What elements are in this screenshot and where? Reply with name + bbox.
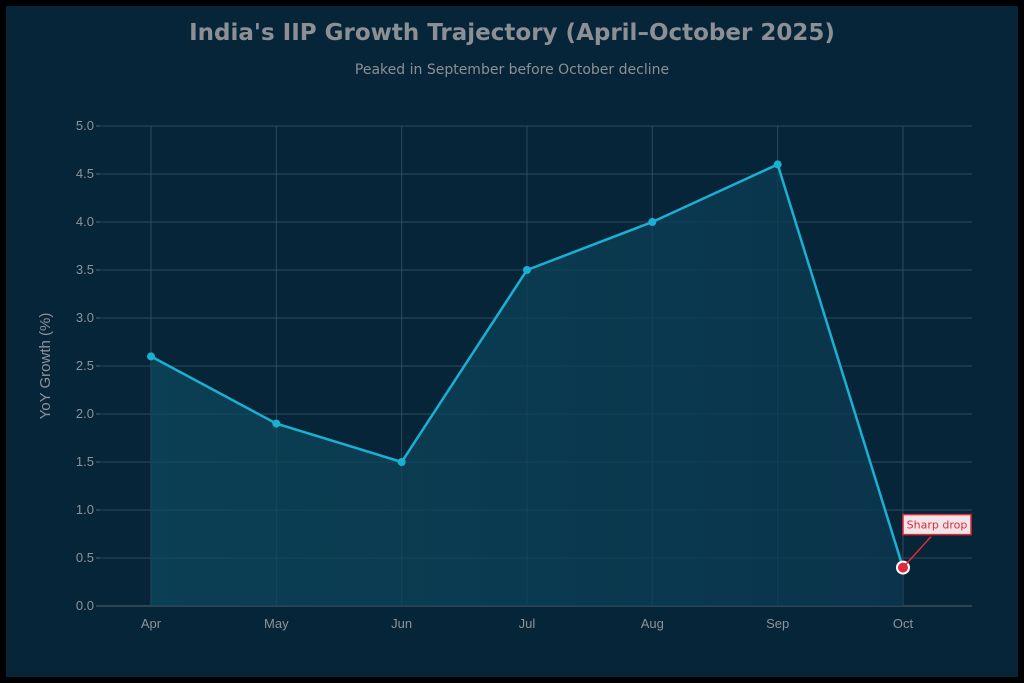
y-axis-label: YoY Growth (%) [37,313,54,420]
data-point [648,218,657,226]
x-tick-label: Sep [766,616,789,631]
data-point [522,266,531,274]
annotation-text: Sharp drop [907,519,968,532]
x-tick-label: Aug [641,616,664,631]
y-tick-label: 0.5 [76,550,94,565]
data-point [272,419,281,428]
data-point [397,458,406,466]
chart-subtitle: Peaked in September before October decli… [354,62,670,78]
data-point [773,160,782,169]
x-tick-label: Oct [893,616,914,631]
y-tick-label: 3.0 [76,310,94,325]
annotation-arrow [902,536,932,569]
y-tick-label: 2.5 [76,358,94,373]
annotation-box [902,513,972,536]
y-tick-label: 4.5 [76,166,94,181]
x-tick-label: Jul [519,616,536,631]
y-tick-label: 3.5 [76,262,94,277]
y-tick-label: 1.5 [76,454,94,469]
x-tick-label: Apr [141,616,162,631]
data-point [147,352,155,361]
x-tick-label: Jun [391,616,412,631]
chart-title: India's IIP Growth Trajectory (April–Oct… [189,20,835,46]
x-tick-label: May [264,616,289,631]
y-tick-label: 1.0 [76,502,94,517]
area-fill [151,164,903,606]
y-tick-label: 2.0 [76,406,94,421]
y-tick-label: 0.0 [76,598,94,613]
y-tick-label: 4.0 [76,214,94,229]
y-tick-label: 5.0 [76,118,94,133]
